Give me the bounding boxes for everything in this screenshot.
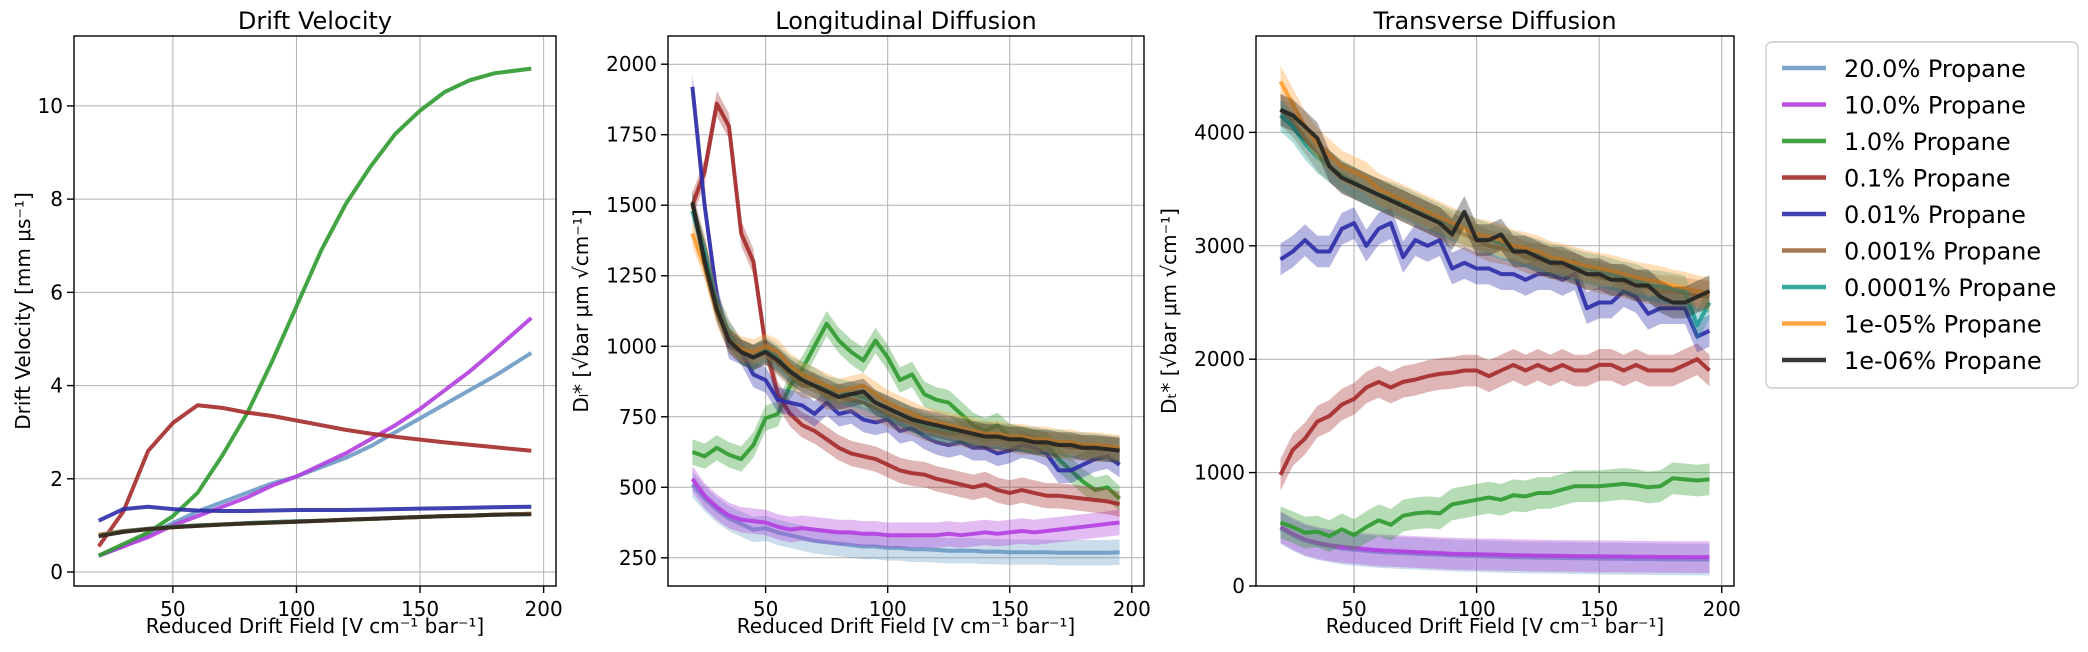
legend-label: 0.01% Propane xyxy=(1844,201,2026,229)
series-line xyxy=(97,504,532,523)
series-line xyxy=(690,477,1120,538)
drift-velocity-y-tick-label: 10 xyxy=(38,94,63,118)
series-line xyxy=(690,232,1120,450)
series-band xyxy=(692,189,1120,464)
transverse-diffusion-x-tick-label: 150 xyxy=(1580,597,1618,621)
series-band xyxy=(1280,207,1710,353)
drift-velocity-series-group xyxy=(97,66,533,558)
legend-label: 1e-06% Propane xyxy=(1844,347,2042,375)
series-line xyxy=(1279,525,1710,560)
longitudinal-diffusion-x-tick-label: 200 xyxy=(1113,597,1151,621)
longitudinal-diffusion-y-tick-label: 750 xyxy=(619,405,657,429)
series-line xyxy=(98,512,532,539)
legend-label: 0.0001% Propane xyxy=(1844,274,2056,302)
legend-label: 1.0% Propane xyxy=(1844,128,2011,156)
legend-label: 10.0% Propane xyxy=(1844,92,2026,120)
transverse-diffusion-frame xyxy=(1255,35,1735,587)
longitudinal-diffusion-y-tick-label: 2000 xyxy=(606,52,657,76)
series-band xyxy=(1280,93,1710,319)
transverse-diffusion-y-axis-label: Dₜ* [√bar μm √cm⁻¹] xyxy=(1157,208,1181,414)
legend-label: 20.0% Propane xyxy=(1844,55,2026,83)
drift-velocity-x-tick-label: 50 xyxy=(160,597,185,621)
longitudinal-diffusion-x-tick-label: 100 xyxy=(869,597,907,621)
longitudinal-diffusion-y-axis-label: Dₗ* [√bar μm √cm⁻¹] xyxy=(569,209,593,412)
series-line xyxy=(690,483,1120,555)
transverse-diffusion-y-tick-label: 0 xyxy=(1232,574,1245,598)
series-line xyxy=(97,403,532,548)
longitudinal-diffusion-y-tick-label: 500 xyxy=(619,475,657,499)
series-line xyxy=(690,101,1121,507)
drift-velocity-y-tick-label: 2 xyxy=(50,467,63,491)
legend-label: 0.001% Propane xyxy=(1844,238,2041,266)
longitudinal-diffusion-y-tick-label: 1750 xyxy=(606,123,657,147)
series-line xyxy=(691,321,1121,501)
legend-label: 0.1% Propane xyxy=(1844,165,2011,193)
longitudinal-diffusion-x-tick-label: 50 xyxy=(753,597,778,621)
longitudinal-diffusion-x-tick-label: 150 xyxy=(991,597,1029,621)
series-line xyxy=(690,86,1121,473)
longitudinal-diffusion-y-tick-label: 1500 xyxy=(606,193,657,217)
transverse-diffusion-y-tick-label: 1000 xyxy=(1194,461,1245,485)
legend: 20.0% Propane 10.0% Propane 1.0% Propane 0.… xyxy=(1765,41,2079,389)
legend-label: 1e-05% Propane xyxy=(1844,311,2042,339)
drift-velocity-x-tick-label: 150 xyxy=(401,597,439,621)
drift-velocity-x-axis-label: Reduced Drift Field [V cm⁻¹ bar⁻¹] xyxy=(146,614,484,638)
transverse-diffusion-series-group xyxy=(1278,65,1712,576)
longitudinal-diffusion-series-group xyxy=(690,74,1121,566)
longitudinal-diffusion-y-tick-label: 1250 xyxy=(606,264,657,288)
transverse-diffusion-x-tick-label: 50 xyxy=(1341,597,1366,621)
legend-frame xyxy=(1765,41,2079,389)
series-line xyxy=(690,201,1120,453)
drift-velocity-title: Drift Velocity xyxy=(238,7,392,35)
transverse-diffusion-y-tick-label: 2000 xyxy=(1194,347,1245,371)
drift-velocity-y-tick-label: 0 xyxy=(50,560,63,584)
drift-velocity-y-tick-label: 6 xyxy=(50,280,63,304)
transverse-diffusion-x-tick-label: 200 xyxy=(1703,597,1741,621)
series-band xyxy=(1280,99,1710,342)
series-line xyxy=(1279,107,1711,305)
drift-velocity-x-tick-label: 100 xyxy=(277,597,315,621)
longitudinal-diffusion-title: Longitudinal Diffusion xyxy=(775,7,1036,35)
longitudinal-diffusion-frame xyxy=(667,35,1145,587)
series-line xyxy=(1279,221,1711,339)
series-band xyxy=(1280,343,1710,491)
drift-velocity-x-tick-label: 200 xyxy=(525,597,563,621)
series-line xyxy=(1279,476,1710,539)
series-line xyxy=(97,66,532,558)
series-band xyxy=(692,311,1120,512)
series-band xyxy=(692,471,1120,566)
series-line xyxy=(1278,357,1711,476)
longitudinal-diffusion-panel: 50 100 150 200 250 500 750 1000 1250 1500 1750 2000… xyxy=(569,7,1151,638)
transverse-diffusion-title: Transverse Diffusion xyxy=(1372,7,1616,35)
series-line xyxy=(97,351,533,558)
drift-velocity-panel: 50 100 150 200 0 2 4 6 8 10 Drift Velocity Reduced … xyxy=(11,7,563,638)
longitudinal-diffusion-x-axis-label: Reduced Drift Field [V cm⁻¹ bar⁻¹] xyxy=(737,614,1075,638)
transverse-diffusion-y-tick-label: 4000 xyxy=(1194,120,1245,144)
transverse-diffusion-y-tick-label: 3000 xyxy=(1194,234,1245,258)
transverse-diffusion-x-tick-label: 100 xyxy=(1458,597,1496,621)
transverse-diffusion-x-axis-label: Reduced Drift Field [V cm⁻¹ bar⁻¹] xyxy=(1326,614,1664,638)
drift-velocity-y-tick-label: 8 xyxy=(50,187,63,211)
longitudinal-diffusion-y-tick-label: 1000 xyxy=(606,334,657,358)
series-band xyxy=(692,91,1120,517)
series-band xyxy=(1280,462,1710,552)
drift-velocity-y-tick-label: 4 xyxy=(50,374,63,398)
longitudinal-diffusion-y-tick-label: 250 xyxy=(619,546,657,570)
drift-velocity-y-axis-label: Drift Velocity [mm μs⁻¹] xyxy=(11,192,35,430)
drift-velocity-frame xyxy=(73,35,557,587)
